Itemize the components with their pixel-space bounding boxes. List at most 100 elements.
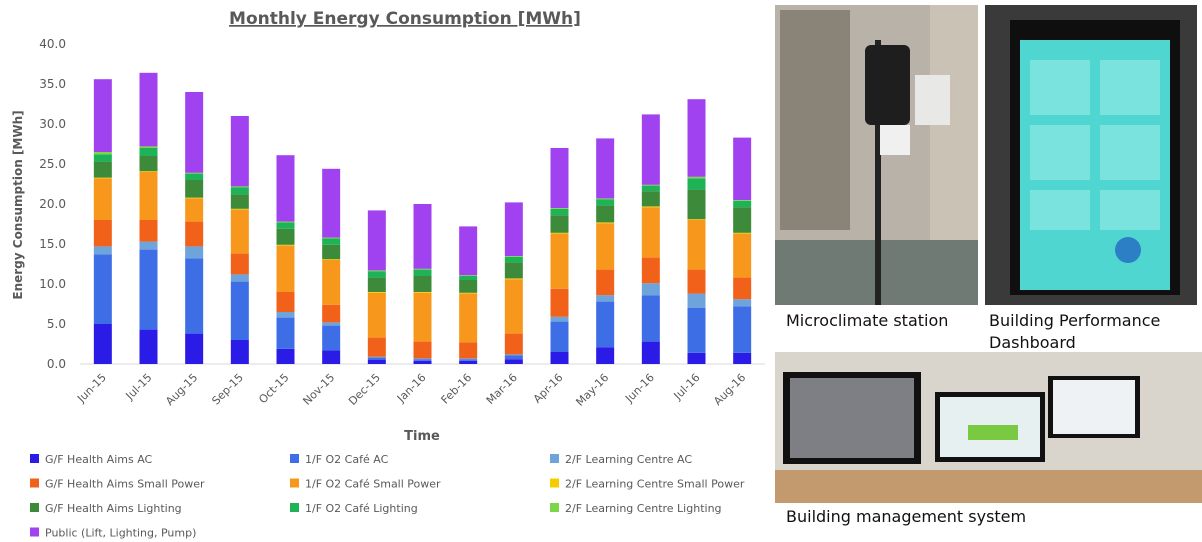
- bar-segment: [367, 271, 386, 278]
- x-tick-label: Mar-16: [484, 371, 520, 407]
- bar-segment: [322, 325, 341, 351]
- bar-segment: [550, 288, 569, 317]
- bar-segment: [641, 184, 660, 186]
- legend-swatch: [30, 527, 39, 537]
- bar-segment: [230, 208, 249, 210]
- bar-segment: [641, 257, 660, 284]
- bar-segment: [93, 254, 112, 324]
- bar-segment: [687, 189, 706, 220]
- bar-segment: [596, 347, 615, 364]
- bar-segment: [733, 232, 752, 234]
- bar-segment: [550, 208, 569, 216]
- bar-segment: [139, 249, 158, 330]
- y-tick-label: 5.0: [47, 317, 66, 331]
- bar-segment: [550, 316, 569, 322]
- bar-segment: [733, 200, 752, 201]
- bar-segment: [550, 352, 569, 364]
- bar-segment: [276, 245, 295, 292]
- bar-segment: [322, 260, 341, 305]
- legend-label: Public (Lift, Lighting, Pump): [45, 527, 196, 540]
- legend-label: G/F Health Aims Small Power: [45, 478, 205, 491]
- bar-segment: [139, 156, 158, 172]
- y-tick-label: 25.0: [39, 157, 66, 171]
- legend-label: G/F Health Aims AC: [45, 453, 153, 466]
- legend-label: 1/F O2 Café Small Power: [305, 478, 441, 491]
- y-tick-label: 35.0: [39, 77, 66, 91]
- legend-label: 1/F O2 Café Lighting: [305, 502, 418, 515]
- bar-segment: [367, 292, 386, 293]
- y-tick-label: 10.0: [39, 277, 66, 291]
- legend-label: 1/F O2 Café AC: [305, 453, 389, 466]
- bar-segment: [93, 246, 112, 255]
- legend-swatch: [290, 454, 299, 463]
- bar-segment: [230, 253, 249, 275]
- bar-segment: [504, 256, 523, 263]
- bar-segment: [322, 350, 341, 364]
- bar-segment: [139, 241, 158, 250]
- bar-segment: [687, 219, 706, 220]
- bar-segment: [322, 168, 341, 238]
- bar-segment: [596, 199, 615, 206]
- bar-segment: [641, 283, 660, 296]
- bar-segment: [733, 200, 752, 208]
- bar-segment: [322, 244, 341, 260]
- bar-segment: [733, 277, 752, 300]
- bar-segment: [93, 220, 112, 247]
- y-tick-label: 40.0: [39, 37, 66, 51]
- bar-segment: [641, 191, 660, 207]
- legend-label: 2/F Learning Centre Small Power: [565, 478, 745, 491]
- bar-segment: [687, 352, 706, 364]
- bar-segment: [504, 354, 523, 356]
- bar-segment: [93, 79, 112, 152]
- legend-swatch: [290, 478, 299, 488]
- bar-segment: [459, 293, 478, 343]
- bar-segment: [687, 178, 706, 190]
- bar-segment: [596, 198, 615, 200]
- bar-segment: [504, 359, 523, 364]
- bar-segment: [230, 281, 249, 340]
- bar-segment: [504, 278, 523, 280]
- bar-segment: [733, 352, 752, 364]
- bar-segment: [276, 348, 295, 364]
- bar-segment: [550, 148, 569, 208]
- bar-segment: [322, 322, 341, 326]
- bar-segment: [276, 221, 295, 223]
- bar-segment: [733, 137, 752, 200]
- bar-segment: [93, 152, 112, 155]
- bar-segment: [276, 222, 295, 229]
- bar-segment: [413, 292, 432, 342]
- bar-segment: [413, 360, 432, 364]
- bar-segment: [93, 178, 112, 220]
- bar-segment: [139, 172, 158, 220]
- bar-segment: [459, 292, 478, 294]
- bar-segment: [596, 223, 615, 270]
- x-tick-label: Nov-15: [300, 371, 337, 408]
- bar-segment: [322, 259, 341, 260]
- bar-segment: [733, 299, 752, 307]
- legend-swatch: [30, 454, 39, 463]
- bar-segment: [459, 275, 478, 276]
- bar-segment: [367, 210, 386, 271]
- bar-segment: [413, 359, 432, 361]
- bar-segment: [185, 221, 204, 247]
- bar-segment: [504, 262, 523, 279]
- bar-segment: [93, 324, 112, 364]
- bar-segment: [550, 208, 569, 209]
- bar-segment: [230, 209, 249, 254]
- bar-segment: [276, 292, 295, 312]
- bar-segment: [322, 304, 341, 323]
- y-tick-label: 20.0: [39, 197, 66, 211]
- bar-segment: [322, 238, 341, 245]
- bar-segment: [230, 274, 249, 282]
- caption: Building management system: [786, 507, 1027, 526]
- bar-segment: [550, 215, 569, 233]
- bar-segment: [322, 237, 341, 239]
- bar-segment: [230, 340, 249, 364]
- bar-segment: [687, 99, 706, 177]
- bar-segment: [733, 306, 752, 353]
- x-tick-label: Apr-16: [531, 371, 566, 406]
- bar-segment: [504, 279, 523, 334]
- bms-photo: [775, 352, 1202, 503]
- bar-segment: [139, 148, 158, 156]
